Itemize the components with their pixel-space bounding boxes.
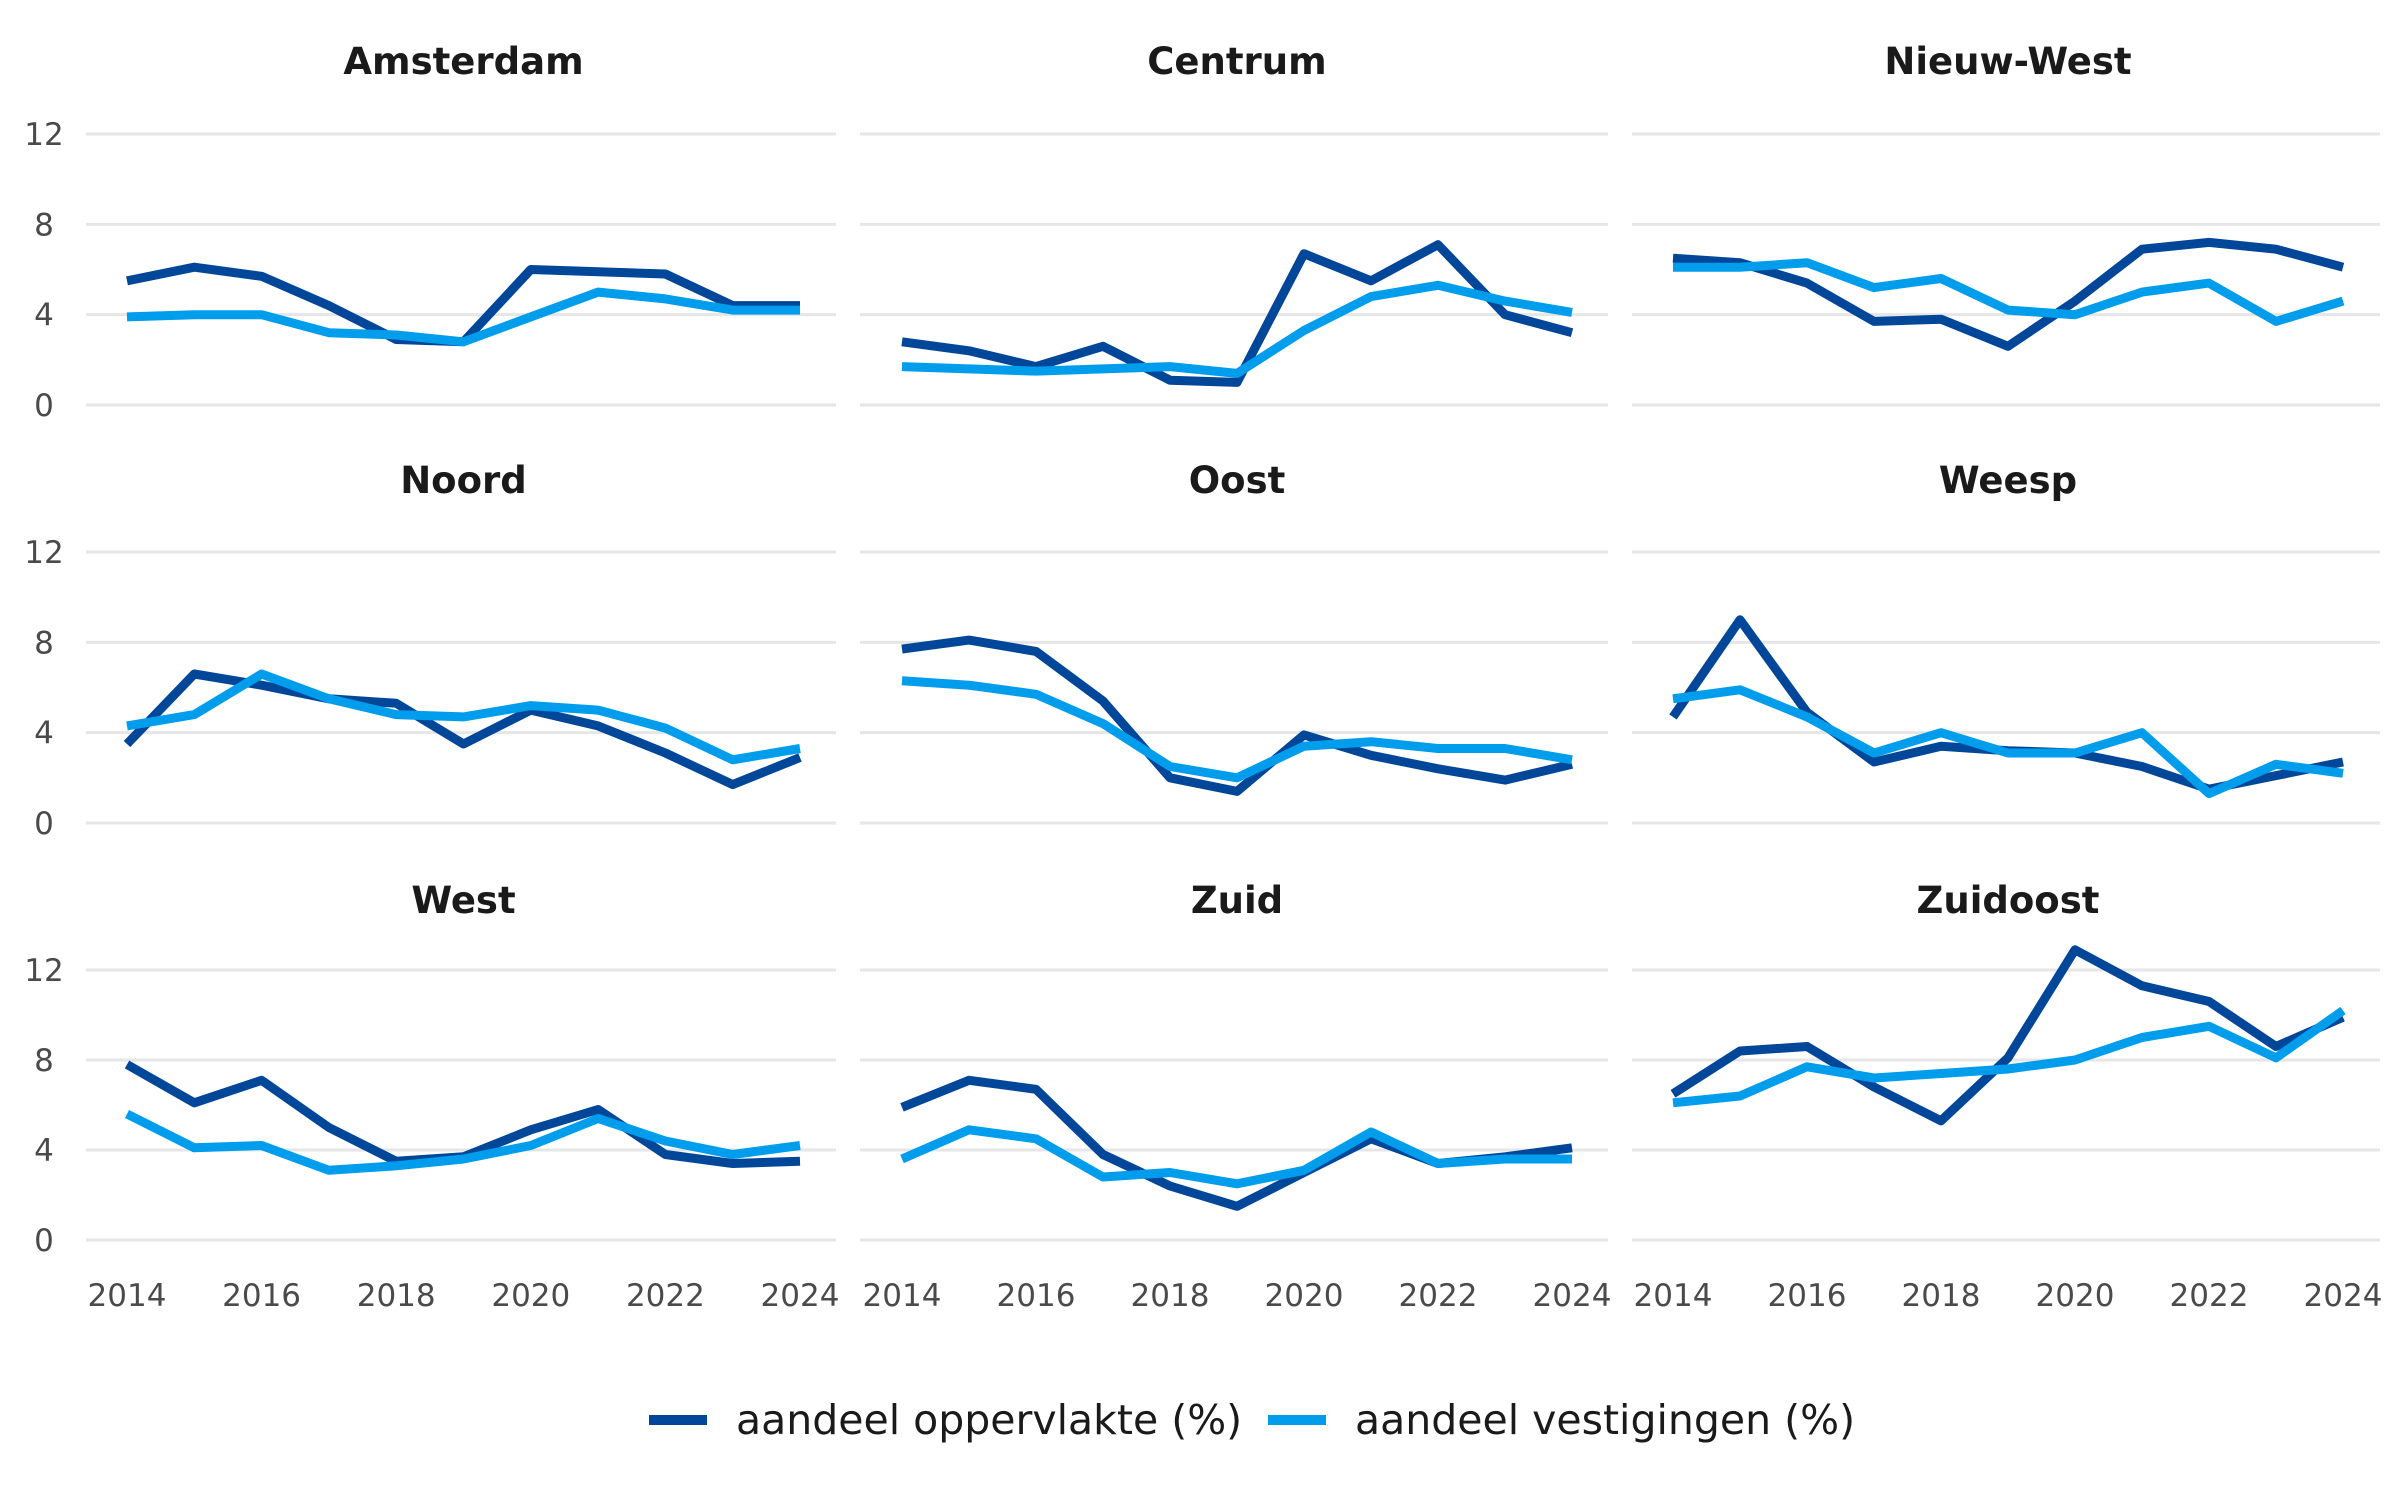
y-tick-label: 8	[34, 625, 54, 661]
series-line-vestigingen	[126, 287, 800, 347]
legend-label: aandeel oppervlakte (%)	[736, 1396, 1242, 1444]
x-tick-label: 2020	[1265, 1278, 1344, 1314]
series-line-vestigingen	[901, 280, 1573, 378]
series-line-vestigingen	[126, 669, 801, 765]
panel-zuidoost: Zuidoost 2014 2016 2018 2020 2022 2024	[1632, 879, 2382, 1314]
panel-zuid: Zuid 2014 2016 2018 2020 2022 2024	[860, 879, 1611, 1314]
x-tick-label: 2014	[1634, 1278, 1713, 1314]
y-tick-label: 4	[34, 1133, 54, 1169]
legend: aandeel oppervlakte (%) aandeel vestiging…	[649, 1396, 1855, 1444]
panel-title: Nieuw-West	[1884, 40, 2131, 83]
x-tick-label: 2018	[357, 1278, 436, 1314]
x-tick-label: 2014	[88, 1278, 167, 1314]
panel-west: 0 4 8 12 West 2014 2016 2018 2020 2022 2024	[24, 879, 839, 1314]
series-line-vestigingen	[901, 676, 1573, 783]
panel-title: Weesp	[1939, 459, 2077, 502]
series-line-oppervlakte	[901, 635, 1574, 796]
panel-title: Zuid	[1191, 879, 1283, 922]
x-tick-label: 2018	[1902, 1278, 1981, 1314]
series-line-vestigingen	[1672, 685, 2344, 799]
panel-oost: Oost	[860, 459, 1608, 825]
panel-title: Centrum	[1147, 40, 1326, 83]
x-tick-label: 2016	[1768, 1278, 1847, 1314]
panel-weesp: Weesp	[1632, 459, 2380, 825]
y-tick-label: 8	[34, 207, 54, 243]
panel-title: Oost	[1189, 459, 1286, 502]
y-tick-label: 4	[34, 716, 54, 752]
panel-title: Zuidoost	[1917, 879, 2100, 922]
series-line-vestigingen	[1672, 1006, 2346, 1108]
x-tick-label: 2014	[863, 1278, 942, 1314]
series-line-oppervlakte	[123, 669, 802, 790]
x-tick-label: 2022	[1399, 1278, 1478, 1314]
series-line-oppervlakte	[901, 240, 1574, 387]
x-tick-label: 2022	[626, 1278, 705, 1314]
x-tick-label: 2016	[997, 1278, 1076, 1314]
series-line-oppervlakte	[1672, 237, 2345, 351]
y-tick-label: 4	[34, 298, 54, 334]
y-tick-label: 12	[24, 117, 63, 153]
y-tick-label: 0	[34, 806, 54, 842]
x-tick-label: 2020	[2036, 1278, 2115, 1314]
legend-item: aandeel vestigingen (%)	[1268, 1396, 1855, 1444]
x-tick-label: 2024	[1533, 1278, 1612, 1314]
panel-title: West	[411, 879, 515, 922]
x-tick-label: 2022	[2170, 1278, 2249, 1314]
series-line-oppervlakte	[1670, 945, 2345, 1126]
series-line-vestigingen	[1673, 258, 2345, 326]
x-tick-label: 2020	[491, 1278, 570, 1314]
panels: 0 4 8 12 Amsterdam Centrum Nieuw-West 0 4 8 12 Noor…	[24, 40, 2382, 1314]
y-tick-label: 0	[34, 388, 54, 424]
y-tick-label: 12	[24, 953, 63, 989]
panel-centrum: Centrum	[860, 40, 1608, 407]
x-tick-label: 2018	[1131, 1278, 1210, 1314]
x-tick-label: 2024	[2304, 1278, 2383, 1314]
series-line-vestigingen	[900, 1125, 1572, 1189]
x-tick-label: 2016	[222, 1278, 301, 1314]
legend-label: aandeel vestigingen (%)	[1355, 1396, 1855, 1444]
panel-nieuw-west: Nieuw-West	[1632, 40, 2380, 407]
y-tick-label: 0	[34, 1223, 54, 1259]
panel-noord: 0 4 8 12 Noord	[24, 459, 836, 842]
legend-item: aandeel oppervlakte (%)	[649, 1396, 1242, 1444]
x-tick-label: 2024	[761, 1278, 840, 1314]
y-tick-label: 8	[34, 1043, 54, 1079]
panel-amsterdam: 0 4 8 12 Amsterdam	[24, 40, 836, 424]
panel-title: Amsterdam	[343, 40, 583, 83]
panel-title: Noord	[400, 459, 527, 502]
series-line-vestigingen	[124, 1109, 801, 1175]
y-tick-label: 12	[24, 535, 63, 571]
